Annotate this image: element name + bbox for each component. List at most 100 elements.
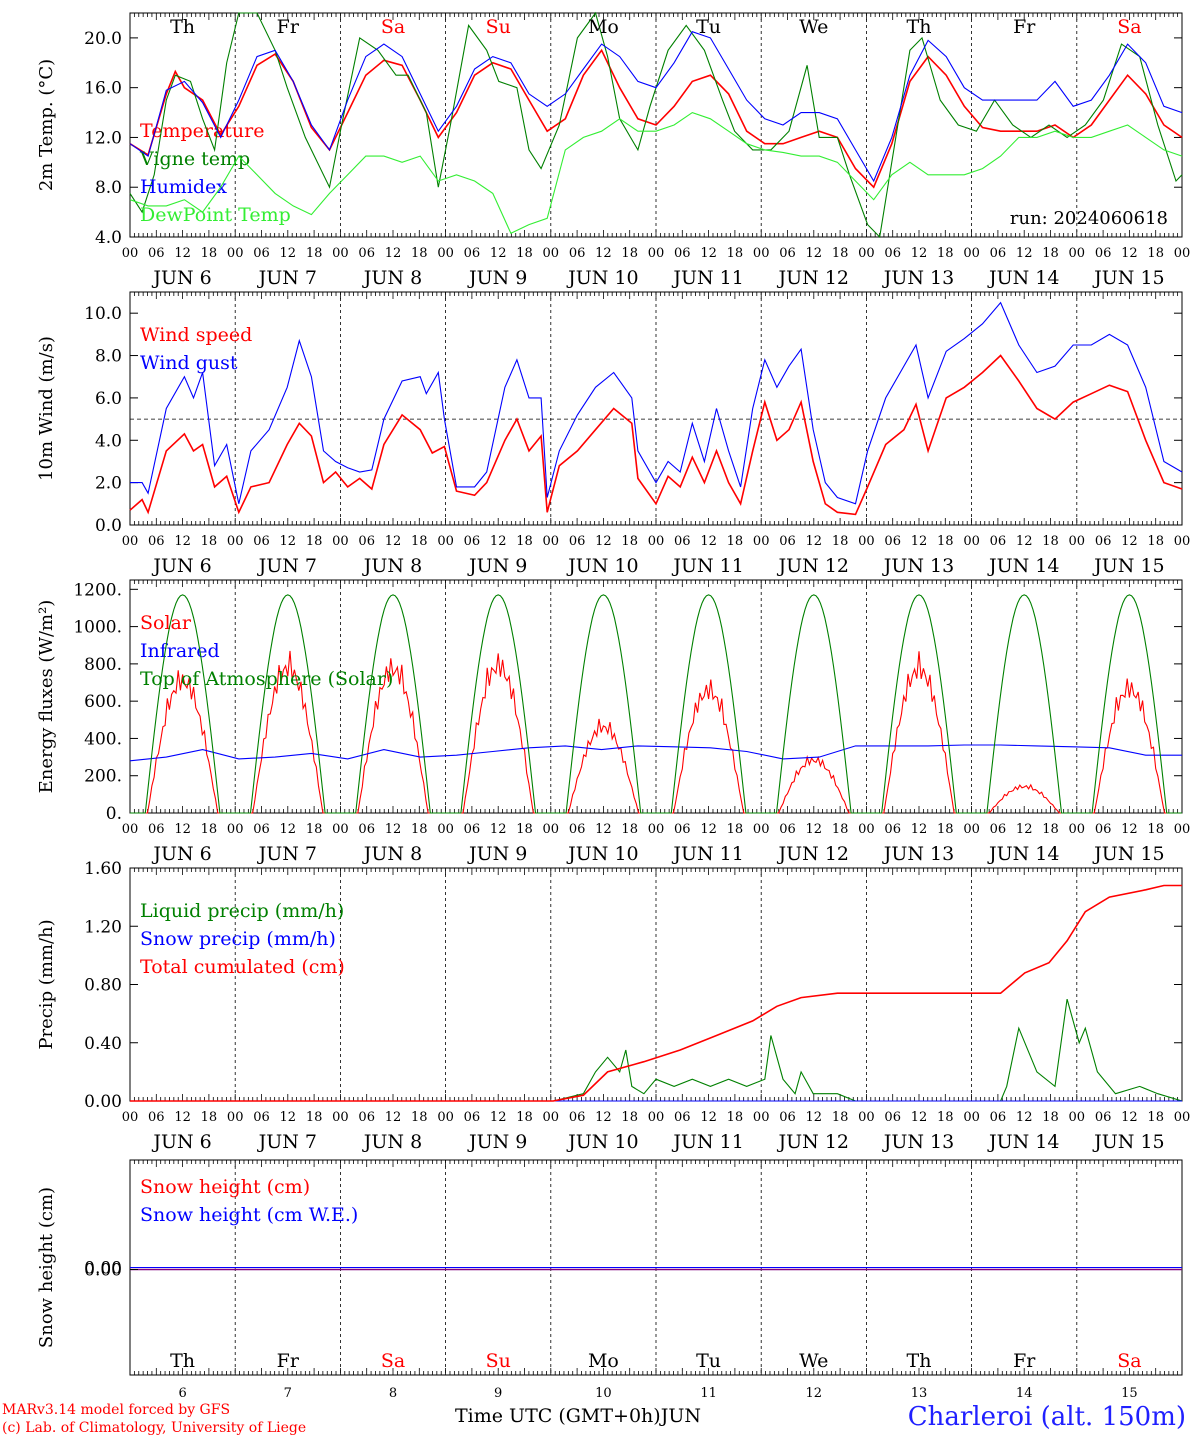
hour-tick-label: 00 <box>963 246 980 261</box>
hour-tick-label: 06 <box>569 822 586 837</box>
weekday-label: Su <box>486 16 511 38</box>
panel-5: Snow height (cm) 0.00 Snow height (cm) Snow… <box>36 1159 1183 1401</box>
hour-tick-label: 18 <box>306 1110 323 1125</box>
hour-tick-label: 12 <box>806 534 823 549</box>
y-tick-label: 0.40 <box>84 1034 122 1054</box>
hour-tick-label: 12 <box>280 822 297 837</box>
hour-tick-label: 06 <box>358 822 375 837</box>
series-line-wind-speed <box>129 354 1183 516</box>
date-label: JUN 8 <box>362 1131 422 1153</box>
hour-tick-label: 06 <box>569 534 586 549</box>
credits: MARv3.14 model forced by GFS (c) Lab. of… <box>2 1401 306 1437</box>
run-annotation: run: 2024060618 <box>1010 208 1168 229</box>
y-axis-label: Snow height (cm) <box>36 1187 57 1348</box>
hour-tick-label: 12 <box>490 822 507 837</box>
hour-tick-label: 00 <box>332 1110 349 1125</box>
bottom-date-label: 6 <box>178 1386 186 1401</box>
hour-tick-label: 00 <box>1069 534 1086 549</box>
panel-3: 00 06 12 18 00 06 12 18 00 06 12 18 00 06 12 18 00 06 12 18… <box>36 579 1190 865</box>
hour-tick-label: 12 <box>174 1110 191 1125</box>
hour-tick-label: 18 <box>621 822 638 837</box>
hour-tick-label: 06 <box>779 534 796 549</box>
hour-tick-label: 18 <box>306 246 323 261</box>
hour-tick-label: 06 <box>148 1110 165 1125</box>
hour-tick-label: 06 <box>990 822 1007 837</box>
y-tick-label: 0.00 <box>84 1092 122 1112</box>
series-line-dewpoint-temp <box>129 111 1183 235</box>
hour-tick-label: 18 <box>621 534 638 549</box>
y-tick-label: 0.80 <box>84 976 122 996</box>
hour-tick-label: 18 <box>516 246 533 261</box>
hour-tick-label: 00 <box>332 534 349 549</box>
date-label: JUN 10 <box>566 1131 638 1153</box>
date-label: JUN 14 <box>987 843 1059 865</box>
hour-tick-label: 12 <box>700 822 717 837</box>
hour-tick-label: 00 <box>437 246 454 261</box>
hour-tick-label: 18 <box>832 822 849 837</box>
y-tick-label: 1.60 <box>84 859 122 879</box>
legend-humidex: Humidex <box>140 176 227 198</box>
weekday-label: Sa <box>381 16 405 38</box>
hour-tick-label: 18 <box>937 1110 954 1125</box>
hour-tick-label: 12 <box>1121 246 1138 261</box>
hour-tick-label: 18 <box>1042 1110 1059 1125</box>
date-label: JUN 7 <box>257 555 317 577</box>
hour-tick-label: 18 <box>411 822 428 837</box>
hour-tick-label: 00 <box>648 822 665 837</box>
series-line-vigne-temp <box>129 11 1183 239</box>
date-label: JUN 8 <box>362 843 422 865</box>
hour-tick-label: 00 <box>543 246 560 261</box>
date-label: JUN 15 <box>1092 843 1164 865</box>
hour-tick-label: 06 <box>358 246 375 261</box>
hour-tick-label: 06 <box>148 534 165 549</box>
hour-tick-label: 00 <box>963 1110 980 1125</box>
bottom-date-label: 14 <box>1016 1386 1033 1401</box>
hour-tick-label: 18 <box>1147 1110 1164 1125</box>
x-axis-label: Time UTC (GMT+0h)JUN <box>455 1405 701 1427</box>
bottom-date-label: 7 <box>284 1386 292 1401</box>
weekday-label: Sa <box>1117 16 1141 38</box>
hour-tick-label: 18 <box>201 822 218 837</box>
hour-tick-label: 18 <box>201 246 218 261</box>
hour-tick-label: 12 <box>1016 822 1033 837</box>
bottom-date-label: 12 <box>806 1386 823 1401</box>
hour-tick-label: 18 <box>411 246 428 261</box>
hour-tick-label: 00 <box>858 534 875 549</box>
hour-tick-label: 18 <box>621 1110 638 1125</box>
series-line-infrared <box>129 744 1182 762</box>
bottom-weekday-label: Sa <box>381 1350 405 1372</box>
y-tick-label: 4.0 <box>95 431 122 451</box>
hour-tick-label: 00 <box>858 1110 875 1125</box>
date-label: JUN 11 <box>671 267 743 289</box>
bottom-weekday-label: Fr <box>1013 1350 1036 1372</box>
panel-1: 00 06 12 18 00 06 12 18 00 06 12 18 00 06 12 18 00 06 12 18… <box>36 11 1190 289</box>
weekday-label: Th <box>170 16 195 38</box>
hour-tick-label: 18 <box>516 822 533 837</box>
hour-tick-label: 00 <box>227 1110 244 1125</box>
hour-tick-label: 00 <box>858 822 875 837</box>
hour-tick-label: 18 <box>201 1110 218 1125</box>
hour-tick-label: 18 <box>727 534 744 549</box>
credit-line-1: MARv3.14 model forced by GFS <box>2 1402 231 1418</box>
panel-4: 00 06 12 18 00 06 12 18 00 06 12 18 00 06 12 18 00 06 12 18… <box>36 859 1190 1153</box>
hour-tick-label: 00 <box>122 246 139 261</box>
hour-tick-label: 12 <box>490 246 507 261</box>
weekday-label: Tu <box>696 16 721 38</box>
hour-tick-label: 12 <box>1121 1110 1138 1125</box>
panels-group: 00 06 12 18 00 06 12 18 00 06 12 18 00 06 12 18 00 06 12 18… <box>36 11 1190 1401</box>
hour-tick-label: 00 <box>963 534 980 549</box>
hour-tick-label: 06 <box>1095 246 1112 261</box>
y-axis-label: 10m Wind (m/s) <box>36 336 57 481</box>
y-tick-label: 4.0 <box>95 228 122 248</box>
hour-tick-label: 12 <box>280 246 297 261</box>
date-label: JUN 15 <box>1092 1131 1164 1153</box>
legend-liquid-precip-mm-h-: Liquid precip (mm/h) <box>140 900 344 922</box>
date-label: JUN 9 <box>467 555 527 577</box>
legend-wind-gust: Wind gust <box>140 352 238 374</box>
hour-tick-label: 12 <box>280 534 297 549</box>
hour-tick-label: 06 <box>148 246 165 261</box>
hour-tick-label: 18 <box>832 1110 849 1125</box>
hour-tick-label: 06 <box>358 534 375 549</box>
hour-tick-label: 18 <box>937 822 954 837</box>
date-label: JUN 10 <box>566 555 638 577</box>
